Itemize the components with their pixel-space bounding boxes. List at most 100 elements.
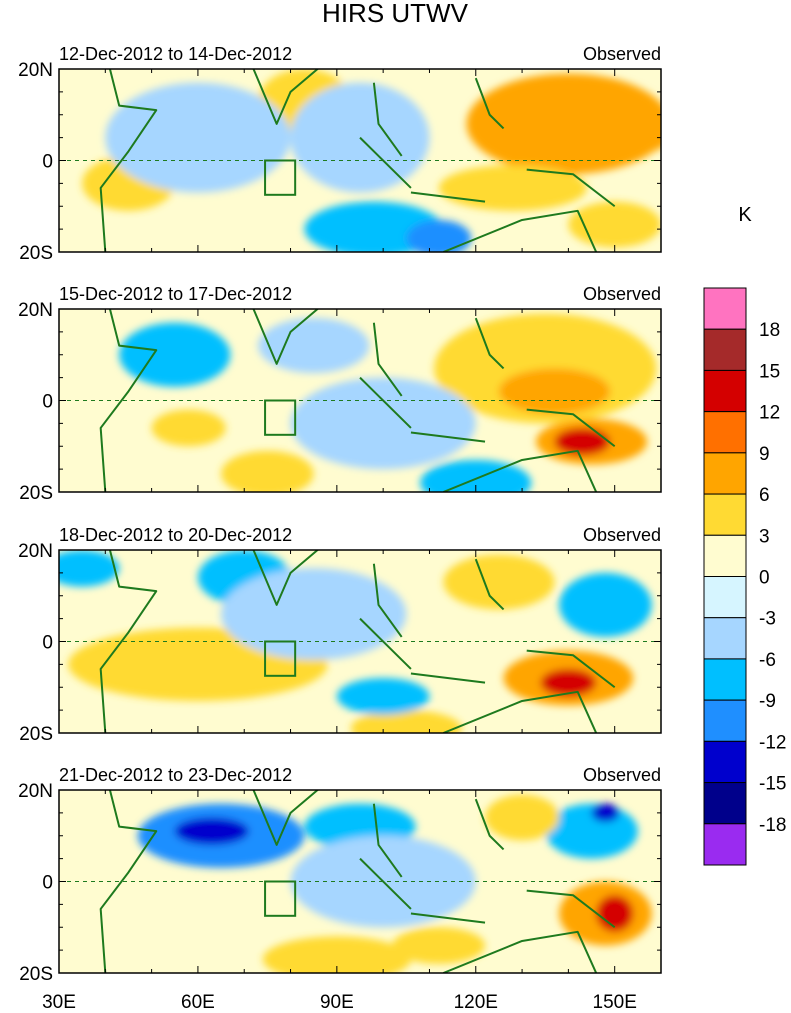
anomaly-blob — [591, 803, 620, 823]
field — [59, 69, 661, 252]
colorbar-label: 3 — [759, 526, 770, 547]
anomaly-blob — [568, 201, 661, 248]
x-tick-label: 60E — [181, 992, 215, 1013]
colorbar-label: -12 — [759, 732, 786, 753]
anomaly-blob — [221, 568, 407, 660]
y-tick-label: 20N — [18, 781, 53, 802]
colorbar-swatch — [703, 287, 747, 330]
anomaly-blob — [105, 82, 291, 193]
anomaly-blob — [545, 803, 638, 859]
colorbar-swatch — [703, 658, 747, 701]
coastline — [99, 69, 616, 252]
anomaly-blob — [443, 554, 555, 610]
panel-label: Observed — [583, 765, 661, 785]
anomaly-blob — [420, 459, 532, 492]
y-tick-label: 20S — [19, 964, 53, 985]
y-tick-label: 0 — [42, 392, 53, 413]
anomaly-blob — [59, 550, 120, 587]
anomaly-blob — [498, 368, 611, 415]
anomaly-blob — [540, 668, 597, 697]
anomaly-blob — [406, 219, 472, 252]
colorbar-label: 12 — [759, 403, 780, 424]
y-tick-label: 0 — [42, 152, 53, 173]
colorbar-swatch — [703, 782, 747, 825]
colorbar-label: 15 — [759, 361, 780, 382]
units-label: K — [738, 204, 752, 226]
anomaly-blob — [119, 322, 231, 387]
chart-title: HIRS UTWV — [322, 0, 469, 28]
panel-2: 20N 0 20S 15-Dec-2012 to 17-Dec-2012 Observe… — [18, 284, 662, 504]
x-tick-label: 120E — [454, 992, 498, 1013]
panel-4: 20N 0 20S 21-Dec-2012 to 23-Dec-2012 Observe… — [18, 765, 662, 985]
y-tick-label: 20S — [19, 483, 53, 504]
colorbar-label: 18 — [759, 320, 780, 341]
anomaly-blob — [614, 114, 661, 143]
y-tick-label: 20S — [19, 243, 53, 264]
panel-3: 20N 0 20S 18-Dec-2012 to 20-Dec-2012 Observe… — [18, 525, 662, 745]
region-box — [264, 159, 297, 196]
colorbar-label: -3 — [759, 609, 776, 630]
y-tick-label: 20N — [18, 60, 53, 81]
anomaly-blob — [174, 904, 268, 951]
colorbar-label: 0 — [759, 568, 770, 589]
panel-period: 21-Dec-2012 to 23-Dec-2012 — [59, 765, 292, 785]
field — [59, 550, 661, 733]
anomaly-blob — [336, 678, 430, 715]
panel-period: 18-Dec-2012 to 20-Dec-2012 — [59, 525, 292, 545]
colorbar-label: -15 — [759, 774, 786, 795]
colorbar-label: 6 — [759, 485, 770, 506]
anomaly-blob — [290, 377, 476, 470]
panel-label: Observed — [583, 525, 661, 545]
panel-label: Observed — [583, 284, 661, 304]
region-box — [264, 880, 297, 917]
x-tick-label: 150E — [593, 992, 637, 1013]
colorbar-swatch — [703, 534, 747, 577]
panels: 20N 0 20S 12-Dec-2012 to 14-Dec-2012 Observe… — [18, 44, 662, 985]
colorbar-swatch — [703, 699, 747, 742]
coastline — [99, 790, 616, 973]
region-box — [264, 640, 297, 677]
colorbar-swatch — [703, 411, 747, 454]
anomaly-blob — [485, 794, 560, 841]
coastline — [99, 550, 616, 733]
colorbar-swatch — [703, 576, 747, 619]
y-tick-label: 20N — [18, 541, 53, 562]
anomaly-blob — [596, 895, 634, 932]
x-tick-label: 90E — [320, 992, 354, 1013]
anomaly-blob — [559, 572, 652, 637]
panel-period: 12-Dec-2012 to 14-Dec-2012 — [59, 44, 292, 64]
colorbar-label: -18 — [759, 815, 786, 836]
colorbar-swatch — [703, 740, 747, 784]
colorbar-label: -9 — [759, 691, 776, 712]
panel-label: Observed — [583, 44, 661, 64]
anomaly-blob — [392, 927, 486, 964]
anomaly-blob — [258, 318, 370, 374]
y-tick-label: 0 — [42, 873, 53, 894]
region-box — [264, 399, 297, 436]
panel-period: 15-Dec-2012 to 17-Dec-2012 — [59, 284, 292, 304]
anomaly-blob — [554, 427, 611, 456]
anomaly-blob — [262, 936, 411, 973]
x-tick-label: 30E — [42, 992, 76, 1013]
y-tick-label: 20S — [19, 724, 53, 745]
colorbar-swatch — [703, 452, 747, 495]
colorbar-swatch — [703, 369, 747, 413]
anomaly-blob — [151, 409, 226, 447]
anomaly-blob — [221, 450, 314, 492]
colorbar-label: -6 — [759, 650, 776, 671]
x-axis: 30E 60E 90E 120E 150E — [42, 992, 637, 1013]
colorbar-swatch — [703, 823, 747, 866]
field — [59, 790, 661, 973]
colorbar-label: 9 — [759, 444, 770, 465]
y-tick-label: 20N — [18, 300, 53, 321]
coastline — [99, 309, 616, 492]
y-tick-label: 0 — [42, 633, 53, 654]
anomaly-blob — [174, 817, 249, 845]
colorbar: 18 15 12 9 6 3 0 -3 -6 -9 -12 -15 -18 — [703, 287, 786, 866]
anomaly-blob — [350, 710, 462, 733]
colorbar-swatch — [703, 617, 747, 660]
colorbar-swatch — [703, 493, 747, 536]
anomaly-blob — [438, 165, 587, 211]
colorbar-swatch — [703, 328, 747, 371]
